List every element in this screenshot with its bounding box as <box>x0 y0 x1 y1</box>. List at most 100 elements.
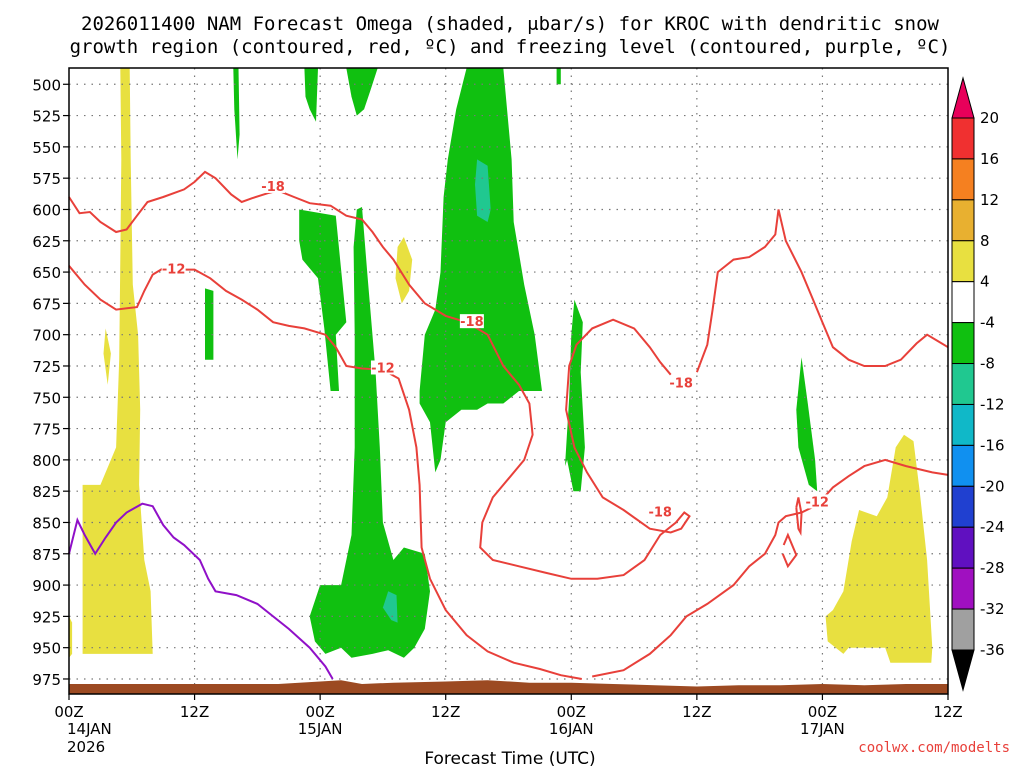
omega-shade-region <box>475 159 491 222</box>
omega-shade-region <box>419 68 542 473</box>
y-tick-label: 525 <box>32 108 61 126</box>
credit-text: coolwx.com/modelts <box>858 740 1010 756</box>
y-tick-label: 675 <box>32 295 61 313</box>
colorbar-swatch <box>951 240 975 283</box>
contour-label-bg <box>459 314 484 329</box>
x-tick-label: 00Z <box>808 703 837 721</box>
colorbar-label: -28 <box>980 559 1005 577</box>
contour-label: -12 <box>805 495 829 510</box>
omega-shade-region <box>309 207 430 658</box>
colorbar-label: 8 <box>980 232 990 250</box>
x-tick-label: 00Z <box>557 703 586 721</box>
y-tick-label: 750 <box>32 389 61 407</box>
x-tick-date: 16JAN <box>549 720 594 738</box>
x-tick-date: 15JAN <box>298 720 343 738</box>
x-tick-label: 00Z <box>305 703 334 721</box>
contour-line-red <box>781 532 798 569</box>
y-tick-label: 725 <box>32 358 61 376</box>
contour-label: -18 <box>261 180 285 195</box>
y-tick-label: 600 <box>32 201 61 219</box>
contour-line-red <box>68 170 691 580</box>
x-tick-label: 12Z <box>682 703 711 721</box>
colorbar-swatch <box>951 526 975 569</box>
y-tick-label: 500 <box>32 76 61 94</box>
colorbar-swatch <box>951 199 975 242</box>
colorbar-label: 4 <box>980 273 990 291</box>
omega-shade-region <box>304 68 318 122</box>
y-tick-label: 925 <box>32 608 61 626</box>
contour-line-red <box>695 209 949 373</box>
y-tick-label: 800 <box>32 452 61 470</box>
contour-label: -12 <box>371 361 395 376</box>
x-tick-label: 12Z <box>933 703 962 721</box>
plot-frame <box>68 67 949 695</box>
y-tick-label: 950 <box>32 640 61 658</box>
y-tick-label: 625 <box>32 233 61 251</box>
omega-shade-region <box>233 68 240 160</box>
colorbar-label: -20 <box>980 477 1005 495</box>
terrain-band <box>69 680 948 694</box>
y-tick-label: 825 <box>32 483 61 501</box>
y-tick-label: 700 <box>32 327 61 345</box>
contour-label-bg <box>805 494 830 509</box>
colorbar-swatch <box>951 322 975 365</box>
omega-shade-region <box>382 591 398 623</box>
y-tick-label: 650 <box>32 264 61 282</box>
colorbar-label: 20 <box>980 109 999 127</box>
colorbar-top-arrow <box>951 76 975 119</box>
x-axis-label: Forecast Time (UTC) <box>424 749 595 768</box>
contour-label-bg <box>669 375 694 390</box>
colorbar-label: -8 <box>980 355 995 373</box>
colorbar-label: -24 <box>980 518 1005 536</box>
omega-shade-region <box>205 288 214 360</box>
colorbar-label: -4 <box>980 314 995 332</box>
y-tick-label: 575 <box>32 170 61 188</box>
x-tick-label: 00Z <box>54 703 83 721</box>
x-tick-date: 14JAN <box>67 720 112 738</box>
freezing-level-line <box>68 502 334 680</box>
y-tick-label: 875 <box>32 546 61 564</box>
omega-shade-region <box>103 328 111 385</box>
y-tick-label: 550 <box>32 139 61 157</box>
colorbar-swatch <box>951 117 975 160</box>
y-tick-label: 900 <box>32 577 61 595</box>
contour-line-red <box>592 458 949 678</box>
x-tick-label: 12Z <box>431 703 460 721</box>
y-tick-label: 850 <box>32 514 61 532</box>
contour-label: -18 <box>648 505 672 520</box>
chart-title-line2: growth region (contoured, red, ºC) and f… <box>70 36 951 58</box>
x-tick-year: 2026 <box>67 738 105 756</box>
contour-label: -12 <box>162 263 186 278</box>
colorbar-label: 16 <box>980 150 999 168</box>
colorbar-swatch <box>951 485 975 528</box>
colorbar-label: -12 <box>980 395 1005 413</box>
colorbar-swatch <box>951 403 975 446</box>
contour-line-red <box>68 265 582 680</box>
contour-label: -18 <box>669 377 693 392</box>
temperature-contours <box>68 170 949 680</box>
y-axis: 500 525 550 575 600 625 650 675 700 725 750 775 800 8… <box>32 76 69 689</box>
colorbar-swatch <box>951 281 975 324</box>
colorbar-label: -36 <box>980 641 1005 659</box>
colorbar-swatch <box>951 158 975 201</box>
plot-area: -18 -12 -18 -12 -18 -18 -12 <box>68 67 949 695</box>
omega-shade-region <box>395 237 413 304</box>
y-tick-label: 775 <box>32 421 61 439</box>
colorbar-label: 12 <box>980 191 999 209</box>
colorbar-label: -32 <box>980 600 1005 618</box>
x-tick-label: 12Z <box>180 703 209 721</box>
omega-shade-region <box>796 357 818 492</box>
contour-label-bg <box>261 178 286 193</box>
colorbar: 20 16 12 8 4 -4 -8 -12 -16 -20 -24 -28 -32 -36 <box>951 76 1005 692</box>
colorbar-swatch <box>951 608 975 651</box>
colorbar-label: -16 <box>980 436 1005 454</box>
omega-shading <box>69 68 933 663</box>
x-tick-date: 17JAN <box>800 720 845 738</box>
omega-shade-region <box>556 68 561 85</box>
contour-label-bg <box>648 504 673 519</box>
omega-shade-region <box>346 68 378 116</box>
contour-label-bg <box>370 360 395 375</box>
contour-label: -18 <box>460 315 484 330</box>
